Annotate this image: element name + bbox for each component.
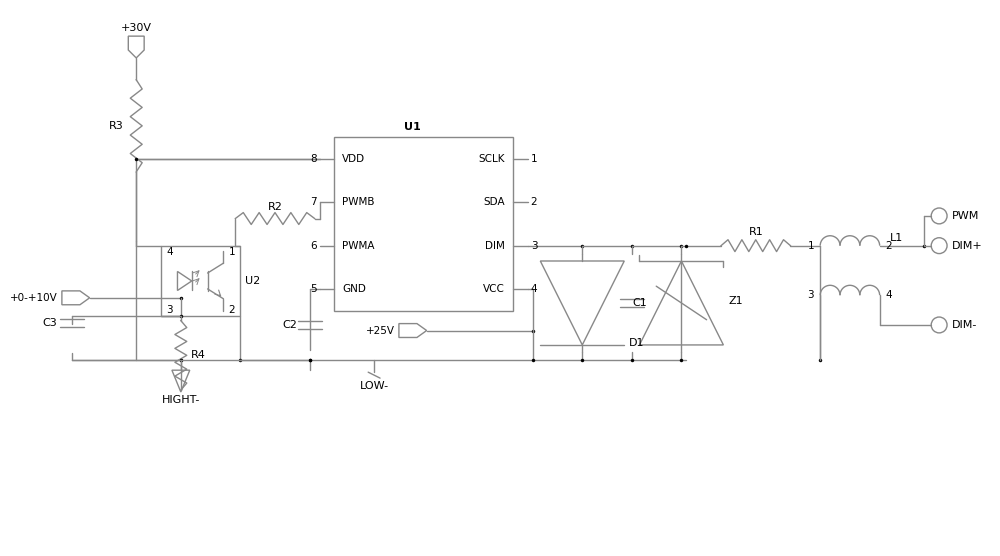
- Text: R4: R4: [191, 350, 206, 360]
- Text: 5: 5: [310, 284, 317, 294]
- Text: 2: 2: [229, 305, 235, 315]
- Text: 1: 1: [531, 154, 537, 164]
- Text: VDD: VDD: [342, 154, 366, 164]
- Text: 3: 3: [166, 305, 173, 315]
- Text: +0-+10V: +0-+10V: [10, 293, 58, 303]
- Text: PWMB: PWMB: [342, 197, 375, 207]
- Text: R1: R1: [748, 227, 763, 237]
- Text: SDA: SDA: [483, 197, 505, 207]
- Text: 1: 1: [229, 247, 235, 257]
- Text: 3: 3: [808, 290, 814, 300]
- Text: C2: C2: [282, 320, 297, 330]
- Text: L1: L1: [890, 233, 903, 243]
- Text: DIM+: DIM+: [952, 241, 983, 251]
- Text: U1: U1: [404, 122, 421, 132]
- Text: 7: 7: [310, 197, 317, 207]
- Text: D1: D1: [629, 338, 645, 348]
- Text: 4: 4: [886, 290, 892, 300]
- Text: 6: 6: [310, 241, 317, 251]
- Text: 4: 4: [166, 247, 173, 257]
- Text: PWM: PWM: [952, 211, 979, 221]
- Text: HIGHT-: HIGHT-: [162, 395, 200, 405]
- Text: 2: 2: [531, 197, 537, 207]
- Text: VCC: VCC: [483, 284, 505, 294]
- Text: DIM: DIM: [485, 241, 505, 251]
- Text: +30V: +30V: [121, 23, 152, 33]
- Text: C3: C3: [43, 318, 57, 328]
- Text: U2: U2: [245, 276, 261, 286]
- Text: 3: 3: [531, 241, 537, 251]
- Text: R2: R2: [268, 202, 282, 212]
- Text: SCLK: SCLK: [478, 154, 505, 164]
- Text: GND: GND: [342, 284, 366, 294]
- Text: 8: 8: [310, 154, 317, 164]
- Text: 2: 2: [886, 241, 892, 251]
- Text: C1: C1: [632, 298, 647, 308]
- Text: PWMA: PWMA: [342, 241, 375, 251]
- Text: 1: 1: [808, 241, 814, 251]
- Text: Z1: Z1: [728, 296, 743, 306]
- Bar: [334, 137, 513, 311]
- Text: 4: 4: [531, 284, 537, 294]
- Text: DIM-: DIM-: [952, 320, 977, 330]
- Text: R3: R3: [109, 121, 124, 131]
- Text: LOW-: LOW-: [360, 381, 389, 391]
- Text: +25V: +25V: [366, 325, 395, 335]
- Bar: [161, 246, 240, 316]
